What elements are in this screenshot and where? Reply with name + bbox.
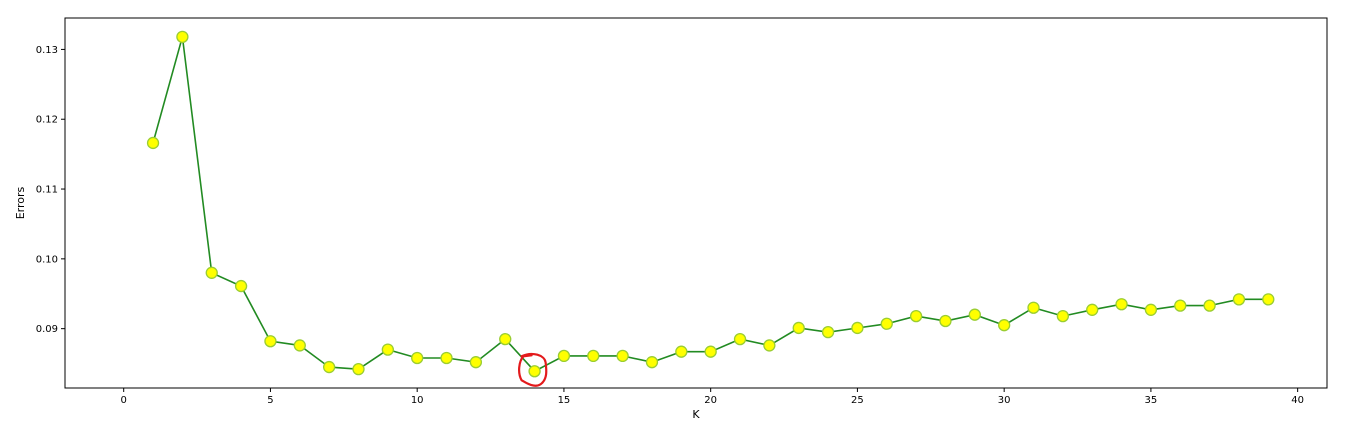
data-point: [968, 308, 981, 321]
data-point: [146, 136, 160, 150]
data-point: [998, 319, 1011, 332]
data-point: [1056, 309, 1070, 323]
data-point: [792, 321, 805, 335]
x-tick-label: 20: [704, 395, 717, 406]
data-point: [1174, 299, 1187, 312]
data-point: [293, 339, 306, 352]
data-point: [587, 349, 600, 363]
y-axis-label: Errors: [14, 186, 27, 219]
x-tick-label: 40: [1291, 395, 1304, 406]
x-tick-label: 0: [121, 395, 127, 406]
data-point: [205, 266, 218, 279]
data-point: [821, 326, 835, 339]
data-point: [557, 349, 571, 363]
series-line: [152, 36, 1269, 373]
data-point: [1115, 298, 1128, 311]
x-tick-label: 5: [267, 395, 273, 406]
y-tick-label: 0.09: [36, 324, 58, 335]
y-tick-label: 0.12: [36, 115, 58, 126]
data-point: [381, 343, 394, 356]
data-point: [352, 363, 365, 376]
data-point: [411, 351, 424, 365]
x-axis-label: K: [692, 408, 700, 420]
data-point: [616, 349, 629, 363]
data-point: [880, 317, 893, 330]
data-point: [264, 335, 277, 348]
data-point: [469, 356, 483, 369]
data-point: [499, 332, 512, 346]
x-tick-label: 30: [998, 395, 1011, 406]
y-tick-label: 0.11: [36, 185, 58, 196]
x-tick-label: 35: [1145, 395, 1158, 406]
data-point: [1262, 293, 1275, 306]
axis-ticks: 0 5 10 15 20 25 30 35 40 0.09 0.10 0.11 0.12 0.13: [36, 45, 1304, 406]
y-tick-label: 0.13: [36, 45, 58, 56]
data-point: [528, 365, 541, 378]
data-point: [440, 351, 453, 365]
data-point: [322, 360, 336, 374]
data-point: [1144, 303, 1158, 316]
data-point: [763, 339, 776, 352]
data-point: [704, 345, 717, 358]
data-point: [234, 279, 248, 293]
annotation-circle: [518, 352, 548, 387]
data-point: [851, 321, 864, 335]
plot-frame: [64, 17, 1328, 389]
data-point: [1232, 293, 1246, 306]
x-tick-label: 25: [851, 395, 864, 406]
data-point: [675, 345, 688, 358]
data-point: [939, 314, 952, 328]
data-point: [176, 30, 189, 43]
annotation-layer: [518, 352, 548, 387]
data-point: [1203, 299, 1216, 312]
data-point: [909, 309, 923, 323]
series-layer: [146, 30, 1275, 378]
data-point: [733, 332, 747, 346]
y-tick-label: 0.10: [36, 254, 58, 265]
data-point: [1027, 301, 1040, 314]
data-point: [645, 356, 659, 369]
data-point: [1086, 303, 1099, 316]
x-tick-label: 10: [411, 395, 424, 406]
x-tick-label: 15: [558, 395, 571, 406]
